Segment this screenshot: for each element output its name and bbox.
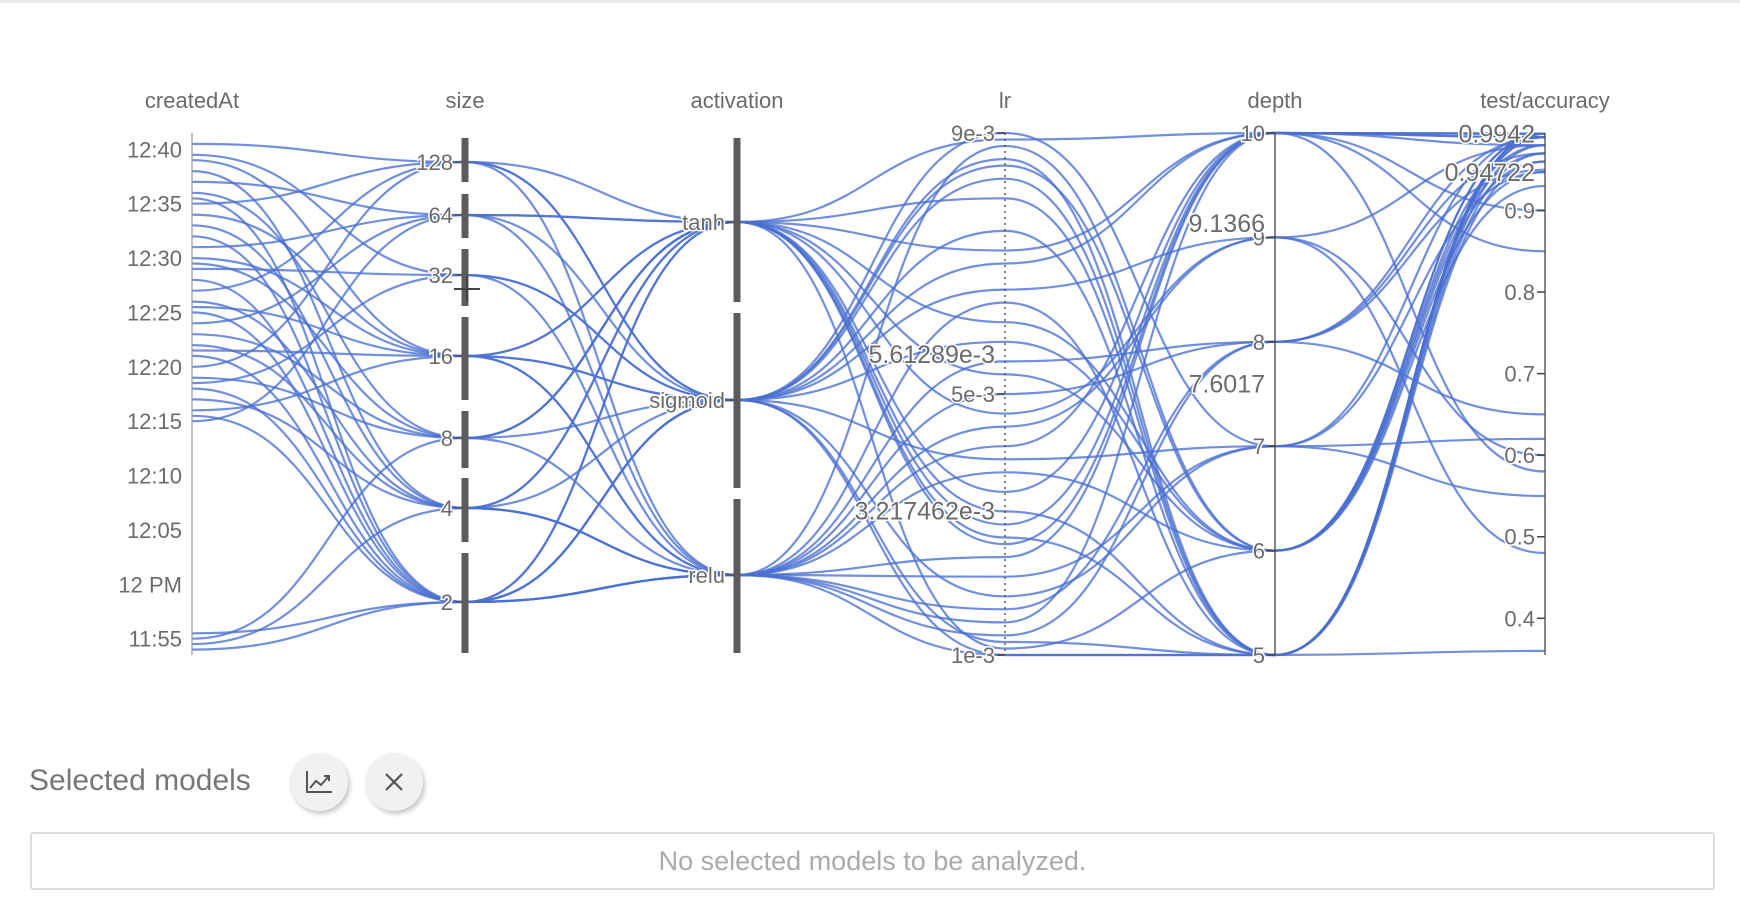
tick-label: 128 <box>416 150 453 175</box>
parallel-coordinates-chart[interactable]: createdAt 12:40 12:35 12:30 12:25 12:20 12:15 1… <box>0 0 1740 700</box>
tick-label: 11:55 <box>129 627 182 652</box>
tick-label: relu <box>688 563 725 588</box>
tick-label: 12:05 <box>127 518 182 543</box>
axis-bar-segment[interactable] <box>461 478 469 542</box>
close-icon <box>385 773 403 791</box>
axis-bar-segment[interactable] <box>733 313 741 488</box>
model-run-line[interactable] <box>191 170 1546 577</box>
tick-label: 12:20 <box>127 355 182 380</box>
axis-bar-segment[interactable] <box>461 249 469 306</box>
tick-label: 12:25 <box>127 300 182 325</box>
model-run-line[interactable] <box>191 278 1546 604</box>
clear-selection-button[interactable] <box>365 753 423 811</box>
tick-label: 6 <box>1253 539 1265 564</box>
axis-bar-segment[interactable] <box>461 317 469 400</box>
tick-label: 5e-3 <box>951 382 995 407</box>
tick-label: 12:10 <box>127 464 182 489</box>
axis-bar-segment[interactable] <box>461 553 469 653</box>
axis-value-annotation: 5.61289e-3 <box>868 341 995 369</box>
axis-test_accuracy[interactable]: test/accuracy 0.9 0.8 0.7 0.6 0.5 0.4 0.9942 0.9… <box>1443 88 1610 655</box>
model-run-line[interactable] <box>191 136 1546 577</box>
axis-value-annotation: 9.1366 <box>1189 210 1265 238</box>
top-divider <box>0 0 1740 3</box>
tick-label: 10 <box>1241 121 1265 146</box>
tick-label: 4 <box>441 496 453 521</box>
tick-label: sigmoid <box>649 388 725 413</box>
model-run-line[interactable] <box>191 131 1546 604</box>
tick-label: 16 <box>429 344 453 369</box>
tick-label: 9e-3 <box>951 121 995 146</box>
crosshair-cursor-icon <box>454 276 480 302</box>
axis-title: lr <box>999 88 1011 113</box>
tick-label: 8 <box>1253 330 1265 355</box>
tick-label: 0.4 <box>1504 606 1535 631</box>
tick-label: 32 <box>429 263 453 288</box>
axis-value-annotation: 7.6017 <box>1189 370 1265 398</box>
tick-label: 12:30 <box>127 246 182 271</box>
tick-label: 0.7 <box>1504 362 1535 387</box>
axis-value-annotation: 0.9942 <box>1459 121 1535 149</box>
axis-depth[interactable]: depth 10 9 8 7 6 5 9.1366 7.6017 <box>1187 88 1303 670</box>
tick-label: 9 <box>1253 225 1265 250</box>
tick-label: 64 <box>429 203 453 228</box>
tick-label: tanh <box>682 210 725 235</box>
axis-value-annotation: 3.217462e-3 <box>855 497 995 525</box>
tick-label: 5 <box>1253 643 1265 668</box>
axis-title: activation <box>691 88 784 113</box>
model-run-line[interactable] <box>191 144 1546 604</box>
tick-label: 7 <box>1253 434 1265 459</box>
selected-models-empty-panel: No selected models to be analyzed. <box>30 832 1715 890</box>
axis-title: createdAt <box>145 88 239 113</box>
axis-size[interactable]: size 128 64 32 16 8 4 2 <box>415 88 485 653</box>
axis-value-annotation: 0.94722 <box>1445 159 1535 187</box>
axis-bar-segment[interactable] <box>733 499 741 653</box>
model-run-line[interactable] <box>191 236 1546 555</box>
axis-bar-segment[interactable] <box>733 138 741 302</box>
axis-bar-segment[interactable] <box>461 194 469 238</box>
axis-bar-segment[interactable] <box>461 138 469 182</box>
axis-title: test/accuracy <box>1480 88 1610 113</box>
tick-label: 12 PM <box>118 572 182 597</box>
model-run-line[interactable] <box>191 131 1546 546</box>
tick-label: 2 <box>441 590 453 615</box>
tick-label: 0.5 <box>1504 525 1535 550</box>
axis-createdAt[interactable]: createdAt 12:40 12:35 12:30 12:25 12:20 12:15 1… <box>117 88 239 655</box>
model-run-line[interactable] <box>191 157 1546 657</box>
tick-label: 1e-3 <box>951 643 995 668</box>
tick-label: 0.9 <box>1504 198 1535 223</box>
model-run-line[interactable] <box>191 197 1546 604</box>
model-run-line[interactable] <box>191 152 1546 604</box>
model-run-line[interactable] <box>191 131 1546 526</box>
tick-label: 8 <box>441 426 453 451</box>
axis-bar-segment[interactable] <box>461 411 469 468</box>
selected-models-title: Selected models <box>29 764 251 797</box>
analyze-button[interactable] <box>290 753 348 811</box>
chart-analyze-icon <box>306 771 332 793</box>
tick-label: 12:35 <box>127 192 182 217</box>
tick-label: 12:15 <box>127 409 182 434</box>
model-run-line[interactable] <box>191 144 1546 640</box>
tick-label: 0.8 <box>1504 280 1535 305</box>
model-run-line[interactable] <box>191 340 1546 611</box>
axis-title: size <box>445 88 484 113</box>
tick-label: 12:40 <box>127 137 182 162</box>
empty-message: No selected models to be analyzed. <box>658 845 1087 876</box>
axis-title: depth <box>1247 88 1302 113</box>
tick-label: 0.6 <box>1504 443 1535 468</box>
model-run-line[interactable] <box>191 131 1546 473</box>
axis-activation[interactable]: activation tanh sigmoid relu <box>648 88 784 653</box>
